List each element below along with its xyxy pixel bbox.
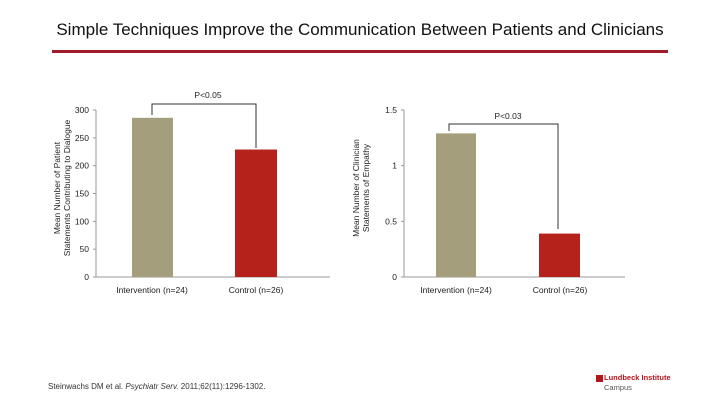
right-y-tick-label: 1.5	[385, 105, 397, 115]
left-y-tick-label: 150	[75, 189, 89, 199]
citation-details: 2011;62(11):1296-1302.	[178, 382, 266, 391]
logo: Lundbeck Institute Campus	[596, 373, 706, 397]
left-y-tick-label: 100	[75, 216, 89, 226]
right-bar-intervention	[436, 133, 476, 277]
citation: Steinwachs DM et al. Psychiatr Serv. 201…	[48, 382, 265, 391]
left-significance-bracket	[151, 103, 257, 148]
left-y-axis-title-line2: Statements Contributing to Dialogue	[62, 119, 72, 256]
left-x-tick-label: Control (n=26)	[229, 285, 284, 295]
right-y-tick-label: 0	[392, 272, 397, 282]
chart-left: 0 50 100 150 200 250 300 Intervention (n=24) Co…	[52, 90, 330, 295]
right-significance-bracket	[448, 123, 559, 229]
left-bar-control	[235, 149, 277, 277]
page-title: Simple Techniques Improve the Communicat…	[56, 20, 664, 39]
left-x-tick-label: Intervention (n=24)	[116, 285, 188, 295]
right-x-tick-label: Intervention (n=24)	[420, 285, 492, 295]
left-y-tick-label: 200	[75, 161, 89, 171]
right-p-value: P<0.03	[494, 111, 521, 121]
citation-journal: Psychiatr Serv.	[125, 382, 179, 391]
citation-authors: Steinwachs DM et al.	[48, 382, 126, 391]
left-y-axis-title: Mean Number of Patient	[52, 141, 62, 234]
left-p-value: P<0.05	[194, 90, 221, 100]
logo-mark-icon	[596, 375, 603, 382]
logo-subtitle: Campus	[604, 383, 632, 392]
left-y-tick-label: 50	[80, 244, 90, 254]
right-y-tick-label: 0.5	[385, 216, 397, 226]
title-divider	[52, 50, 668, 53]
left-y-tick-label: 0	[84, 272, 89, 282]
right-y-axis-title: Mean Number of Clinician	[351, 139, 361, 237]
logo-name: Lundbeck Institute	[604, 373, 671, 382]
right-x-tick-label: Control (n=26)	[533, 285, 588, 295]
right-y-tick-label: 1	[392, 161, 397, 171]
left-y-tick-label: 250	[75, 133, 89, 143]
left-y-tick-label: 300	[75, 105, 89, 115]
right-y-axis-title-line2: Statements of Empathy	[361, 143, 371, 232]
right-bar-control	[539, 233, 580, 277]
chart-right: 0 0.5 1 1.5 Intervention (n=24) Control (n=2…	[351, 105, 625, 295]
left-bar-intervention	[132, 117, 173, 277]
